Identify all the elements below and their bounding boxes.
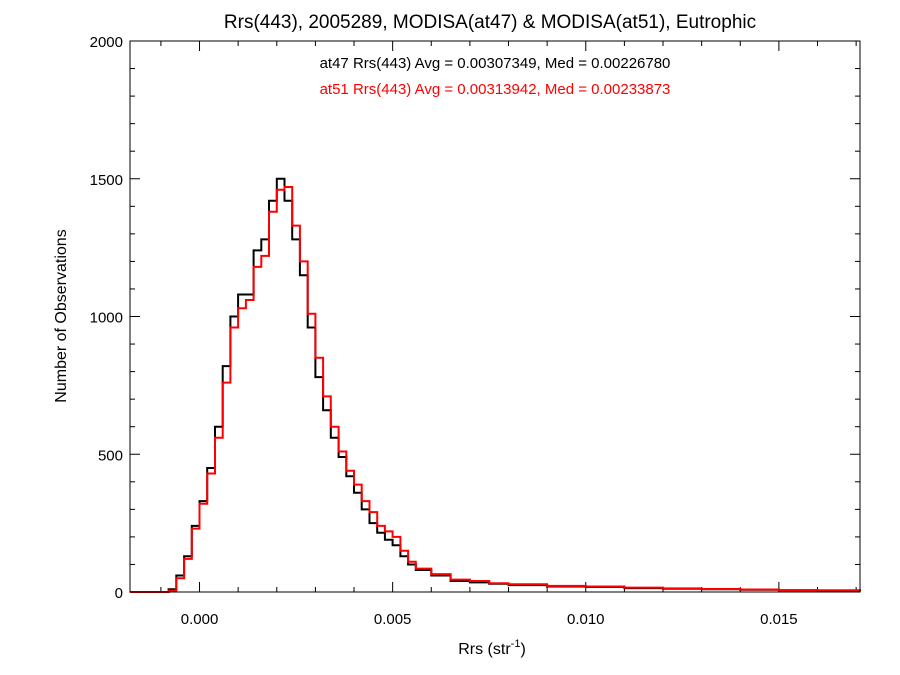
stats-annotation-at51: at51 Rrs(443) Avg = 0.00313942, Med = 0.… [320, 81, 671, 98]
x-axis-label-end: ) [520, 641, 525, 658]
x-axis-label: Rrs (str-1) [458, 638, 526, 658]
x-tick-label: 0.000 [181, 611, 219, 628]
tick-layer: 0.000 0.005 0.010 0.015 0 500 1000 1500 2000 [90, 34, 860, 628]
series-line-at47 [130, 177, 861, 593]
x-tick-label: 0.010 [567, 611, 605, 628]
series-line-at51 [130, 186, 861, 593]
chart-title: Rrs(443), 2005289, MODISA(at47) & MODISA… [224, 12, 756, 33]
x-tick-label: 0.005 [374, 611, 412, 628]
y-tick-label: 1500 [90, 172, 123, 189]
y-axis-label: Number of Observations [53, 229, 70, 402]
x-axis-label-main: Rrs (str [458, 641, 511, 658]
y-tick-label: 1000 [90, 310, 123, 327]
stats-annotation-at47: at47 Rrs(443) Avg = 0.00307349, Med = 0.… [320, 55, 671, 72]
y-tick-label: 2000 [90, 34, 123, 51]
x-tick-label: 0.015 [760, 611, 798, 628]
y-tick-label: 0 [115, 585, 123, 602]
x-axis-label-superscript: -1 [511, 638, 521, 650]
series-layer [130, 177, 861, 593]
plot-frame [129, 40, 861, 593]
y-tick-label: 500 [98, 447, 123, 464]
